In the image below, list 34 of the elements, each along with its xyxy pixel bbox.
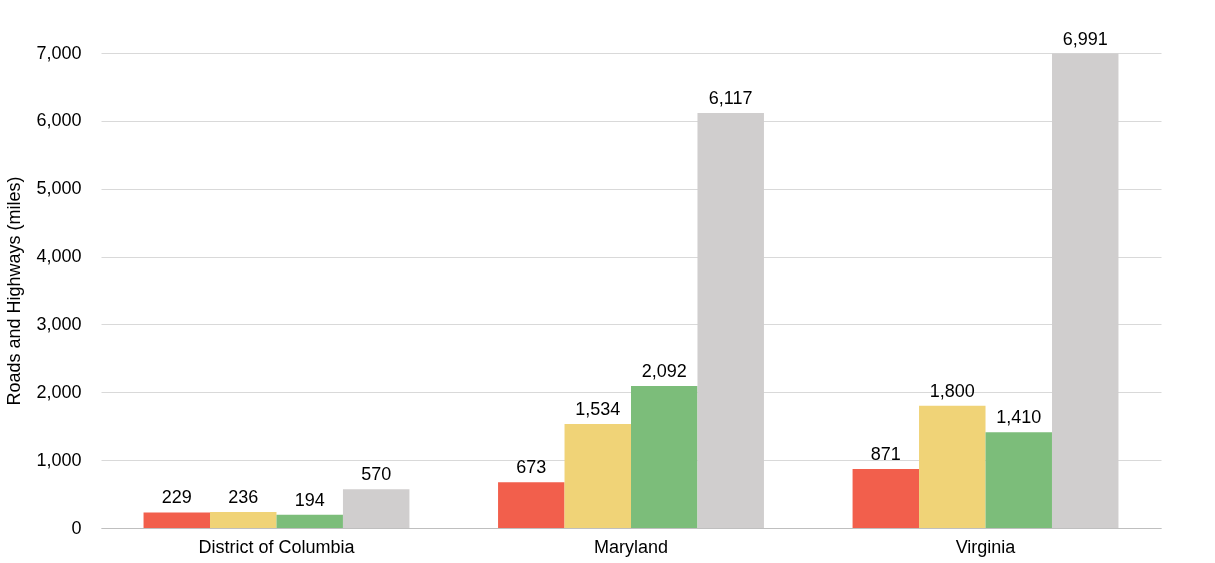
data-label: 871 bbox=[870, 443, 901, 464]
y-tick-label: 7,000 bbox=[36, 42, 82, 63]
data-label: 2,092 bbox=[641, 361, 687, 382]
x-tick-label: District of Columbia bbox=[198, 536, 356, 557]
bar bbox=[852, 468, 920, 528]
data-label: 570 bbox=[361, 464, 392, 485]
data-label: 6,117 bbox=[708, 87, 753, 108]
data-label: 229 bbox=[161, 487, 192, 508]
bar bbox=[564, 423, 631, 528]
y-tick-label: 3,000 bbox=[36, 313, 82, 334]
bar bbox=[342, 489, 410, 528]
data-label: 1,800 bbox=[929, 380, 975, 401]
bar bbox=[985, 432, 1052, 528]
y-axis-title: Roads and Highways (miles) bbox=[4, 176, 25, 406]
bar bbox=[919, 405, 986, 528]
y-tick-label: 0 bbox=[71, 517, 82, 538]
data-label: 6,991 bbox=[1062, 28, 1108, 49]
data-label: 236 bbox=[228, 486, 259, 507]
bar bbox=[143, 512, 211, 528]
y-tick-label: 5,000 bbox=[36, 178, 82, 199]
bar bbox=[498, 482, 565, 528]
x-tick-label: Maryland bbox=[593, 536, 669, 557]
y-tick-label: 2,000 bbox=[36, 381, 82, 402]
bar bbox=[631, 386, 698, 528]
y-tick-label: 4,000 bbox=[36, 246, 82, 267]
bar bbox=[276, 514, 343, 528]
y-tick-label: 1,000 bbox=[36, 449, 82, 470]
x-tick-label: Virginia bbox=[955, 536, 1017, 557]
data-label: 194 bbox=[294, 489, 325, 510]
data-label: 673 bbox=[516, 457, 547, 478]
data-label: 1,534 bbox=[575, 398, 621, 419]
y-tick-label: 6,000 bbox=[36, 110, 82, 131]
data-label: 1,410 bbox=[996, 407, 1042, 428]
bar bbox=[210, 511, 277, 528]
